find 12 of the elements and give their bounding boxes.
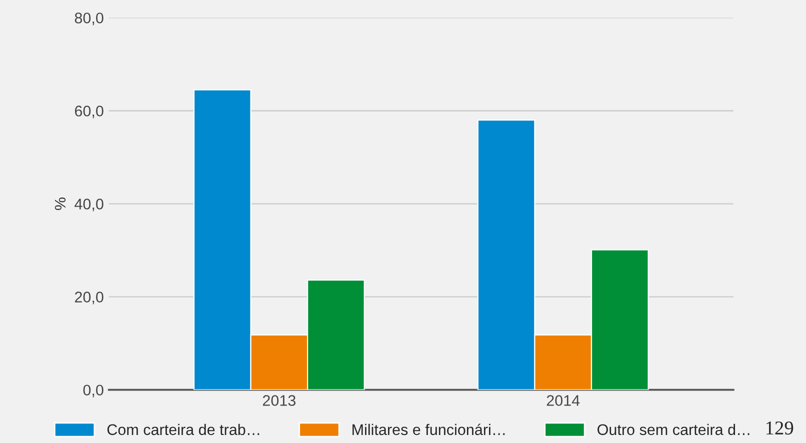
text: 129 (766, 422, 794, 435)
x-tick-label: 2014 (546, 395, 580, 406)
legend-label: Com carteira de trab… (107, 424, 260, 436)
legend-label: Militares e funcionári… (352, 424, 505, 436)
y-tick-label: 20,0 (74, 292, 104, 304)
x-tick-label: 2013 (262, 395, 296, 406)
y-tick-label: 80,0 (74, 12, 104, 26)
y-tick-label: 40,0 (74, 198, 104, 212)
y-tick-label: 60,0 (74, 106, 104, 118)
legend-label: Outro sem carteira d… (598, 424, 750, 436)
y-axis-title: % (54, 198, 66, 210)
y-tick-label: 0,0 (83, 384, 104, 398)
